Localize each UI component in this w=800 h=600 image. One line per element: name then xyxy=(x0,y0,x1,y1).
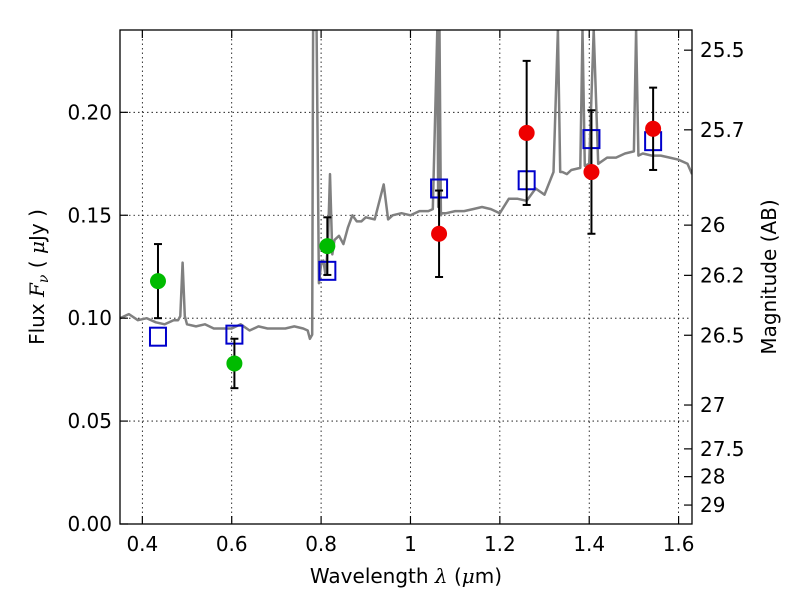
y2-tick-label: 27 xyxy=(700,393,725,417)
spectrum-line xyxy=(120,30,692,341)
observed-point xyxy=(645,120,662,137)
svg-text:Flux Fν ( μJy ): Flux Fν ( μJy ) xyxy=(25,209,52,345)
x-tick-label: 1.4 xyxy=(573,532,605,556)
y-tick-label: 0.05 xyxy=(67,409,112,433)
y2-tick-label: 26.5 xyxy=(700,323,745,347)
y2-tick-label: 26 xyxy=(700,213,725,237)
observed-point xyxy=(149,273,166,290)
y2-tick-label: 29 xyxy=(700,493,725,517)
x-axis-label: Wavelength λ (μm) xyxy=(310,564,502,588)
axes xyxy=(119,29,693,525)
plot-area xyxy=(120,30,692,390)
y-tick-label: 0.15 xyxy=(67,203,112,227)
svg-text:Magnitude (AB): Magnitude (AB) xyxy=(757,199,781,354)
observed-point xyxy=(226,355,243,372)
x-tick-label: 0.8 xyxy=(305,532,337,556)
x-tick-label: 0.6 xyxy=(216,532,248,556)
y2-tick-label: 28 xyxy=(700,465,725,489)
y-tick-label: 0.20 xyxy=(67,100,112,124)
observed-point xyxy=(583,164,600,181)
model-photometry-square xyxy=(148,326,167,347)
x-tick-label: 1 xyxy=(404,532,417,556)
observed-point xyxy=(518,124,535,141)
y2-tick-label: 26.2 xyxy=(700,263,745,287)
plot-frame xyxy=(119,29,693,525)
y-tick-label: 0.10 xyxy=(67,306,112,330)
y2-tick-label: 25.7 xyxy=(700,118,745,142)
observed-point xyxy=(431,225,448,242)
y-tick-label: 0.00 xyxy=(67,512,112,536)
observed-point xyxy=(319,238,336,255)
y2-axis-label: Magnitude (AB) xyxy=(757,199,781,354)
y2-tick-label: 25.5 xyxy=(700,38,745,62)
y2-tick-label: 27.5 xyxy=(700,437,745,461)
x-tick-label: 0.4 xyxy=(126,532,158,556)
grid-lines xyxy=(120,30,692,525)
x-tick-label: 1.6 xyxy=(663,532,695,556)
y-axis-label: Flux Fν ( μJy ) xyxy=(25,209,52,345)
x-tick-label: 1.2 xyxy=(484,532,516,556)
ticks: 0.4 0.6 0.8 1 1.2 1.4 1.6 0.00 0.05 0.10 0.15 0.20 2… xyxy=(67,30,745,556)
